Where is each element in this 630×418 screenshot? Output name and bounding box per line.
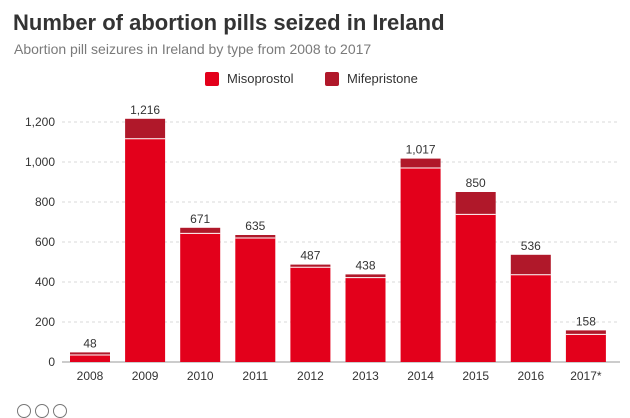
bar-mifepristone bbox=[125, 118, 166, 139]
y-tick-label: 0 bbox=[48, 355, 55, 369]
legend: Misoprostol Mifepristone bbox=[0, 71, 630, 89]
y-tick-label: 800 bbox=[35, 195, 55, 209]
bar-mifepristone bbox=[455, 192, 496, 215]
bar-mifepristone bbox=[345, 274, 386, 278]
x-tick-label: 2011 bbox=[242, 369, 268, 383]
bar-misoprostol bbox=[510, 274, 551, 362]
legend-swatch-misoprostol bbox=[205, 71, 219, 86]
x-tick-label: 2010 bbox=[187, 369, 214, 383]
chart-title: Number of abortion pills seized in Irela… bbox=[13, 10, 445, 35]
bar-mifepristone bbox=[180, 227, 221, 234]
legend-swatch-mifepristone bbox=[325, 71, 339, 86]
bar-misoprostol bbox=[565, 334, 606, 362]
bar-total-label: 850 bbox=[466, 176, 486, 190]
y-tick-label: 1,000 bbox=[25, 155, 55, 169]
cc-nd-icon bbox=[53, 404, 67, 418]
license-icons bbox=[17, 404, 67, 418]
x-tick-label: 2012 bbox=[297, 369, 324, 383]
bar-misoprostol bbox=[125, 138, 166, 362]
bar-misoprostol bbox=[400, 168, 441, 362]
x-tick-label: 2017* bbox=[570, 369, 602, 383]
x-tick-label: 2014 bbox=[407, 369, 434, 383]
bar-total-label: 635 bbox=[245, 219, 265, 233]
bar-misoprostol bbox=[290, 267, 331, 362]
bar-mifepristone bbox=[290, 264, 331, 268]
bar-misoprostol bbox=[455, 214, 496, 362]
bar-total-label: 1,017 bbox=[406, 143, 436, 157]
x-tick-label: 2008 bbox=[77, 369, 104, 383]
bar-misoprostol bbox=[180, 233, 221, 362]
bar-misoprostol bbox=[345, 277, 386, 362]
y-tick-label: 400 bbox=[35, 275, 55, 289]
bar-total-label: 671 bbox=[190, 212, 210, 226]
bar-total-label: 438 bbox=[355, 258, 375, 272]
bar-mifepristone bbox=[235, 235, 276, 238]
bar-misoprostol bbox=[235, 238, 276, 362]
bar-mifepristone bbox=[565, 330, 606, 335]
y-tick-label: 200 bbox=[35, 315, 55, 329]
bar-mifepristone bbox=[510, 254, 551, 275]
x-tick-label: 2009 bbox=[132, 369, 159, 383]
bar-mifepristone bbox=[70, 352, 110, 355]
legend-label-mifepristone: Mifepristone bbox=[347, 71, 418, 86]
bar-total-label: 48 bbox=[83, 336, 97, 350]
bar-total-label: 158 bbox=[576, 314, 596, 328]
y-tick-label: 1,200 bbox=[25, 115, 55, 129]
bar-total-label: 487 bbox=[300, 249, 320, 263]
y-tick-label: 600 bbox=[35, 235, 55, 249]
bar-total-label: 1,216 bbox=[130, 103, 160, 117]
bar-misoprostol bbox=[70, 355, 110, 362]
bar-mifepristone bbox=[400, 158, 441, 168]
legend-item-misoprostol: Misoprostol bbox=[205, 71, 293, 86]
chart-subtitle: Abortion pill seizures in Ireland by typ… bbox=[14, 41, 372, 57]
legend-item-mifepristone: Mifepristone bbox=[325, 71, 418, 86]
cc-by-icon bbox=[35, 404, 49, 418]
x-tick-label: 2015 bbox=[462, 369, 489, 383]
legend-label-misoprostol: Misoprostol bbox=[227, 71, 294, 86]
x-tick-label: 2016 bbox=[517, 369, 544, 383]
bar-total-label: 536 bbox=[521, 239, 541, 253]
x-tick-label: 2013 bbox=[352, 369, 379, 383]
cc-license-icon bbox=[17, 404, 31, 418]
